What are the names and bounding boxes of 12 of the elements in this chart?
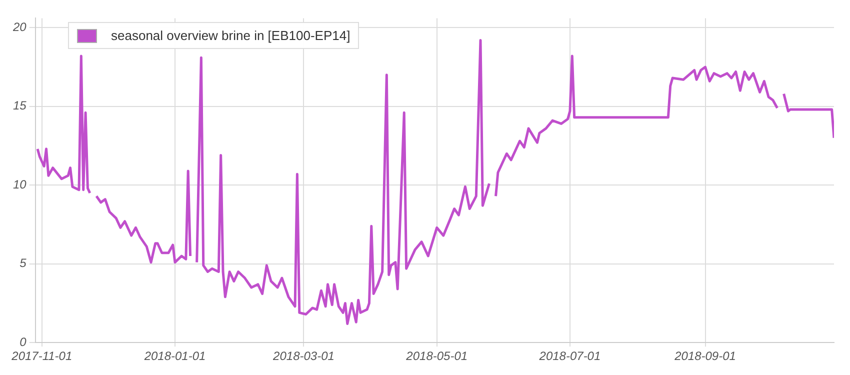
legend-label: seasonal overview brine in [EB100-EP14]: [111, 28, 350, 43]
x-tick-label: 2018-09-01: [674, 349, 736, 364]
x-tick-label: 2018-07-01: [538, 349, 601, 364]
x-tick-label: 2017-11-01: [10, 349, 72, 364]
y-tick-label: 20: [12, 20, 27, 34]
x-tick-label: 2018-03-01: [272, 349, 334, 364]
y-tick-label: 0: [20, 334, 27, 349]
y-tick-label: 15: [12, 98, 27, 113]
y-tick-label: 5: [20, 256, 27, 270]
x-tick-label: 2018-05-01: [405, 349, 468, 364]
x-tick-label: 2018-01-01: [143, 349, 206, 364]
y-tick-label: 10: [12, 177, 27, 192]
